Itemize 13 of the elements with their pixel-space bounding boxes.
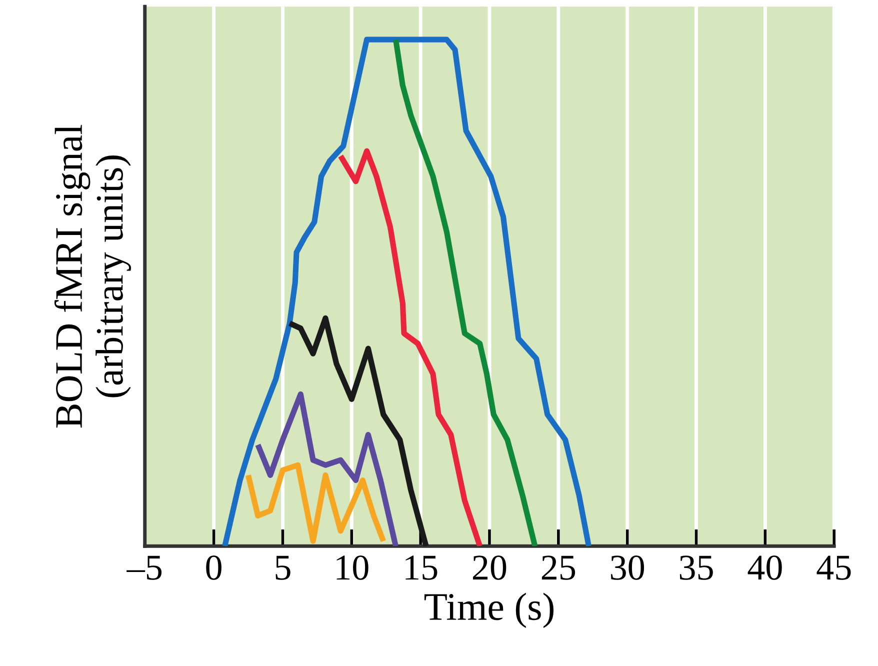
y-axis-title: BOLD fMRI signal (arbitrary units): [54, 124, 131, 428]
x-tick-label: 25: [542, 556, 576, 580]
x-tick-label: 40: [748, 555, 782, 580]
x-tick-label: 15: [406, 556, 438, 580]
x-tick-label: –5: [126, 556, 162, 580]
x-tick-label: 35: [680, 556, 713, 580]
x-tick-label: 0: [206, 555, 222, 580]
x-tick-label: 45: [816, 556, 851, 580]
x-tick-label: 20: [473, 555, 506, 580]
x-tick-label: 5: [276, 556, 290, 580]
x-tick-label: 30: [611, 555, 644, 580]
x-tick-label: 10: [336, 555, 368, 580]
x-axis-title: Time (s): [424, 592, 554, 628]
